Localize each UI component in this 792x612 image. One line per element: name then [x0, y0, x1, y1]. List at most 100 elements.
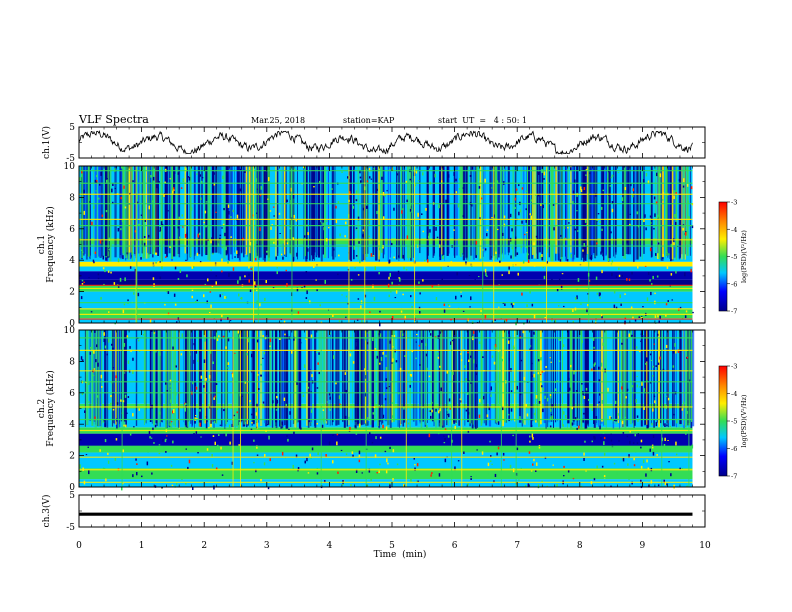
sferic-streak — [461, 166, 463, 253]
spectrum-speckle — [209, 350, 212, 354]
spectrum-speckle — [347, 176, 349, 179]
spectrum-speckle — [635, 399, 637, 403]
time-axis: 0 1 2 3 4 5 6 7 8 9 10 — [76, 541, 711, 551]
spectrum-speckle — [428, 433, 431, 438]
spectrum-speckle — [290, 200, 292, 204]
spectrum-speckle — [111, 188, 113, 193]
colorbar-tick-label: -5 — [731, 253, 737, 261]
sferic-streak — [412, 330, 415, 422]
spectrum-speckle — [459, 398, 461, 400]
spectrum-speckle — [431, 401, 433, 404]
sferic-streak — [426, 166, 429, 261]
spectrum-speckle — [316, 351, 318, 353]
spectrum-speckle — [223, 409, 225, 412]
sferic-streak — [165, 330, 167, 429]
spectrum-speckle — [558, 278, 561, 281]
spectrum-speckle — [151, 200, 153, 203]
sferic-streak — [337, 330, 340, 425]
spectrum-speckle — [368, 167, 371, 172]
spectrum-speckle — [132, 370, 134, 374]
spectrum-speckle — [382, 351, 384, 355]
spectrum-speckle — [467, 411, 470, 415]
sferic-streak — [147, 166, 149, 253]
sferic-streak — [514, 166, 517, 257]
sferic-streak — [389, 330, 392, 428]
spectrum-speckle — [231, 372, 234, 375]
spectrum-speckle — [131, 252, 134, 254]
spectrum-speckle — [397, 270, 400, 275]
spectrum-speckle — [206, 448, 209, 451]
sferic-streak — [658, 330, 660, 428]
spectrum-speckle — [295, 454, 298, 458]
spectrum-speckle — [434, 173, 436, 178]
sferic-streak — [469, 330, 472, 424]
spectrum-speckle — [629, 213, 631, 215]
spectrum-speckle — [586, 224, 588, 226]
spectrum-speckle — [558, 338, 560, 341]
sferic-streak — [583, 166, 585, 262]
spectrum-speckle — [180, 353, 183, 356]
spectrum-speckle — [129, 265, 132, 269]
spectrum-speckle — [496, 452, 498, 456]
spectrum-speckle — [307, 248, 309, 252]
spectrum-speckle — [643, 219, 645, 222]
spectrum-speckle — [90, 347, 92, 349]
sferic-streak — [129, 166, 132, 260]
spectrum-speckle — [583, 412, 585, 415]
spectrum-speckle — [642, 459, 645, 464]
spectrum-speckle — [674, 343, 676, 347]
spectrum-speckle — [97, 362, 99, 367]
spectrum-speckle — [264, 454, 266, 457]
spectrum-speckle — [670, 273, 673, 276]
spectrum-speckle — [444, 428, 447, 431]
spectrum-speckle — [173, 409, 175, 413]
spectrum-speckle — [164, 304, 166, 306]
sferic-streak — [521, 330, 523, 427]
sferic-streak — [185, 330, 188, 427]
spectrum-speckle — [621, 342, 623, 345]
spectrum-speckle — [603, 452, 606, 456]
spectrum-speckle — [123, 424, 125, 427]
spectrum-speckle — [338, 254, 340, 257]
spectrum-speckle — [529, 291, 531, 294]
sferic-streak — [367, 166, 369, 254]
spectrum-speckle — [328, 392, 331, 396]
sferic-streak — [532, 166, 534, 255]
spectrum-speckle — [438, 410, 440, 414]
spectrum-speckle — [484, 248, 487, 251]
spectrum-speckle — [152, 427, 154, 432]
spectrum-speckle — [556, 289, 559, 292]
spectrum-speckle — [491, 217, 493, 219]
sferic-streak — [399, 330, 401, 424]
sferic-streak — [255, 166, 258, 259]
spectrum-speckle — [527, 259, 530, 263]
spectrum-speckle — [443, 442, 446, 444]
spectrum-speckle — [158, 352, 161, 356]
spectrum-speckle — [652, 375, 654, 377]
spectrum-speckle — [444, 458, 447, 463]
spectrum-speckle — [339, 233, 341, 237]
spectrum-speckle — [573, 370, 575, 375]
spectrum-speckle — [417, 480, 419, 483]
spectrum-band — [79, 266, 693, 272]
sferic-streak — [84, 166, 86, 254]
spectrum-speckle — [267, 477, 269, 479]
sferic-streak — [654, 166, 657, 259]
sferic-streak — [209, 166, 211, 262]
spectrum-speckle — [576, 295, 578, 300]
spectrum-speckle — [173, 189, 175, 191]
spectrum-speckle — [441, 180, 443, 183]
spectrum-speckle — [167, 291, 170, 294]
spectrum-speckle — [256, 403, 258, 408]
sferic-streak — [320, 166, 323, 262]
spectrum-speckle — [549, 416, 552, 420]
spectrum-speckle — [200, 436, 202, 438]
spectrum-speckle — [637, 265, 639, 269]
spectrum-speckle — [643, 406, 645, 410]
spectrum-speckle — [567, 469, 570, 473]
spectrum-speckle — [227, 362, 230, 365]
spectrum-speckle — [336, 441, 338, 446]
spectrum-speckle — [304, 460, 306, 464]
sferic-streak — [271, 330, 274, 428]
spectrum-speckle — [447, 435, 450, 438]
